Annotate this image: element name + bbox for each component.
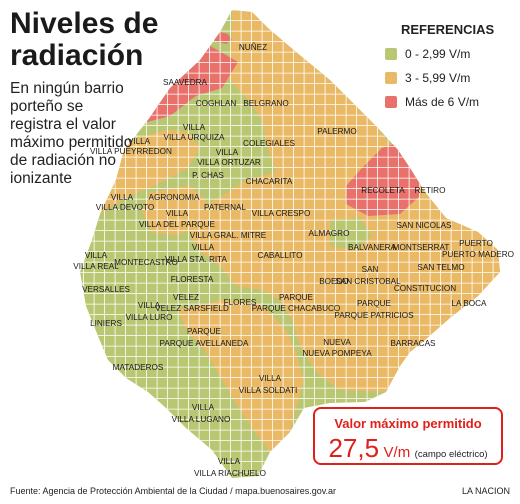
label-villa-del-parque-1: VILLA: [166, 209, 189, 218]
label-villa-devoto: VILLA DEVOTO: [96, 203, 155, 212]
neighborhood-labels: NUÑEZ SAAVEDRA COGHLAN BELGRANO VILLA VI…: [73, 42, 514, 478]
label-parque-avellaneda: PARQUE AVELLANEDA: [160, 339, 249, 348]
label-caballito: CABALLITO: [258, 251, 303, 260]
label-paternal: PATERNAL: [204, 203, 246, 212]
label-san-cristobal: SAN CRISTOBAL: [335, 277, 401, 286]
label-parque-avellaneda-1: PARQUE: [187, 327, 222, 336]
label-parque-chacabuco: PARQUE CHACABUCO: [252, 304, 341, 313]
legend: REFERENCIAS 0 - 2,99 V/m 3 - 5,99 V/m Má…: [385, 22, 515, 119]
label-villa-pueyrredon-1: VILLA: [128, 137, 151, 146]
legend-label-high: Más de 6 V/m: [405, 95, 480, 109]
credit-text: LA NACION: [461, 486, 510, 496]
label-colegiales: COLEGIALES: [243, 139, 295, 148]
label-villa-riachuelo: VILLA RIACHUELO: [194, 469, 266, 478]
legend-label-mid: 3 - 5,99 V/m: [405, 71, 471, 85]
label-villa-lugano-1: VILLA: [192, 403, 215, 412]
footer: Fuente: Agencia de Protección Ambiental …: [10, 486, 510, 496]
label-p-chas: P. CHAS: [192, 171, 224, 180]
label-montecastro: MONTECASTRO: [114, 258, 178, 267]
label-nueva-pompeya: NUEVA POMPEYA: [302, 349, 372, 358]
label-parque-patricios: PARQUE PATRICIOS: [334, 311, 414, 320]
label-villa-real-1: VILLA: [85, 251, 108, 260]
label-villa-ortuzar-1: VILLA: [216, 148, 239, 157]
label-liniers: LINIERS: [90, 319, 122, 328]
max-value-line: 27,5 V/m (campo eléctrico): [315, 433, 501, 464]
label-villa-sta-rita-1: VILLA: [192, 243, 215, 252]
label-almagro: ALMAGRO: [309, 229, 350, 238]
label-san-telmo: SAN TELMO: [417, 263, 464, 272]
label-montserrat: MONTSERRAT: [393, 243, 450, 252]
label-villa-luro-1: VILLA: [138, 301, 161, 310]
label-belgrano: BELGRANO: [243, 99, 289, 108]
label-velez-sarsfield-1: VELEZ: [173, 293, 199, 302]
label-flores: FLORES: [224, 298, 257, 307]
label-barracas: BARRACAS: [390, 339, 436, 348]
label-la-boca: LA BOCA: [451, 299, 487, 308]
label-nueva-pompeya-1: NUEVA: [323, 338, 351, 347]
label-puerto-madero: PUERTO MADERO: [442, 250, 514, 259]
page-title: Niveles de radiación: [10, 7, 159, 72]
max-value-box: Valor máximo permitido 27,5 V/m (campo e…: [313, 407, 503, 465]
label-villa-del-parque: VILLA DEL PARQUE: [139, 220, 216, 229]
label-nunez: NUÑEZ: [239, 42, 267, 52]
source-text: Fuente: Agencia de Protección Ambiental …: [10, 486, 337, 496]
legend-swatch-mid: [385, 72, 397, 84]
legend-item-low: 0 - 2,99 V/m: [385, 47, 515, 61]
label-chacarita: CHACARITA: [246, 177, 293, 186]
legend-label-low: 0 - 2,99 V/m: [405, 47, 471, 61]
label-villa-gral-mitre: VILLA GRAL. MITRE: [190, 231, 267, 240]
label-san-nicolas: SAN NICOLAS: [396, 221, 452, 230]
label-constitucion: CONSTITUCION: [394, 284, 456, 293]
label-saavedra: SAAVEDRA: [163, 78, 208, 87]
label-floresta: FLORESTA: [171, 275, 214, 284]
label-san-cristobal-1: SAN: [362, 265, 379, 274]
max-value-number: 27,5: [328, 433, 380, 463]
label-villa-urquiza: VILLA URQUIZA: [164, 133, 226, 142]
label-versalles: VERSALLES: [82, 285, 130, 294]
max-value-note: (campo eléctrico): [414, 449, 488, 460]
label-velez-sarsfield: VELEZ SARSFIELD: [155, 304, 229, 313]
label-villa-real: VILLA REAL: [73, 262, 119, 271]
label-villa-riachuelo-1: VILLA: [218, 457, 241, 466]
label-agronomia: AGRONOMIA: [149, 193, 200, 202]
label-villa-soldati: VILLA SOLDATI: [239, 386, 298, 395]
label-villa-lugano: VILLA LUGANO: [172, 415, 231, 424]
label-boedo: BOEDO: [319, 277, 349, 286]
label-palermo: PALERMO: [317, 127, 356, 136]
label-villa-luro: VILLA LURO: [126, 313, 173, 322]
label-parque-patricios-1: PARQUE: [357, 299, 392, 308]
legend-item-high: Más de 6 V/m: [385, 95, 515, 109]
legend-swatch-high: [385, 96, 397, 108]
label-coghlan: COGHLAN: [196, 99, 237, 108]
max-value-unit: V/m: [383, 444, 411, 461]
legend-swatch-low: [385, 48, 397, 60]
label-villa-soldati-1: VILLA: [259, 374, 282, 383]
label-villa-devoto-1: VILLA: [111, 193, 134, 202]
legend-item-mid: 3 - 5,99 V/m: [385, 71, 515, 85]
max-value-title: Valor máximo permitido: [334, 416, 482, 431]
label-mataderos: MATADEROS: [113, 363, 164, 372]
legend-title: REFERENCIAS: [401, 22, 495, 37]
label-puerto-madero-1: PUERTO: [459, 239, 493, 248]
label-recoleta: RECOLETA: [361, 186, 405, 195]
label-villa-crespo: VILLA CRESPO: [252, 209, 311, 218]
page-subtitle: En ningún barrio porteño se registra el …: [10, 80, 133, 187]
label-villa-urquiza-1: VILLA: [183, 123, 206, 132]
label-balvanera: BALVANERA: [348, 243, 396, 252]
label-villa-pueyrredon: VILLA PUEYRREDON: [90, 147, 172, 156]
label-retiro: RETIRO: [415, 186, 446, 195]
label-parque-chacabuco-1: PARQUE: [279, 293, 314, 302]
label-villa-ortuzar: VILLA ORTUZAR: [197, 158, 261, 167]
label-villa-sta-rita: VILLA STA. RITA: [165, 255, 228, 264]
